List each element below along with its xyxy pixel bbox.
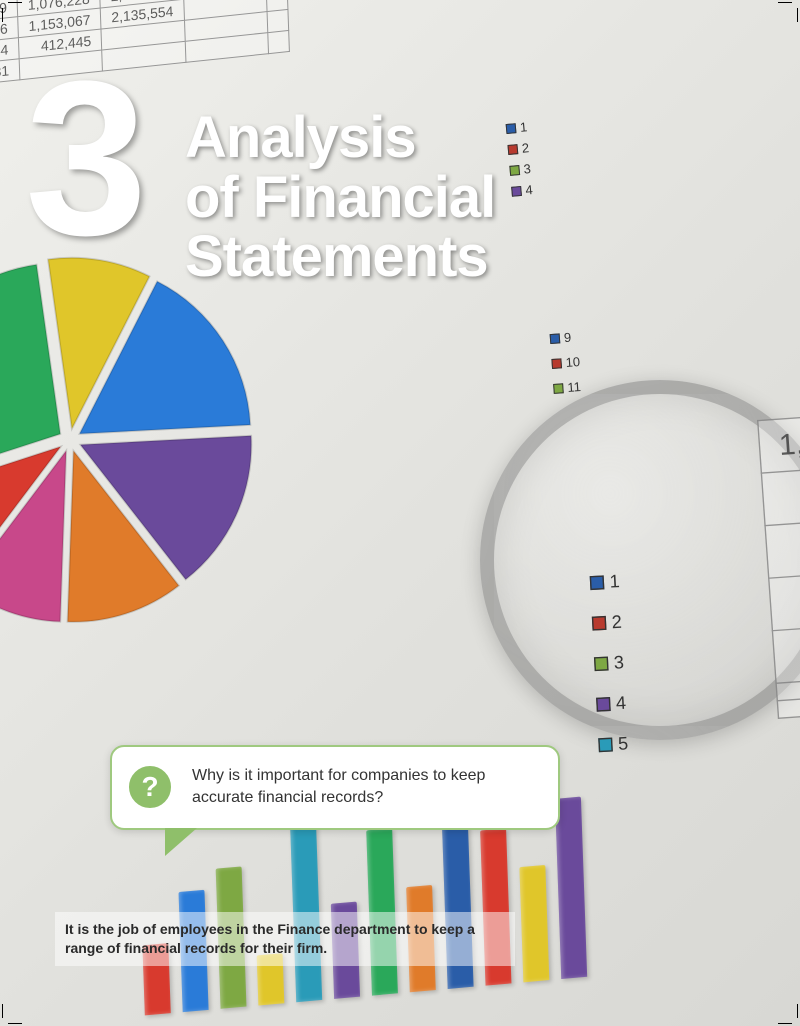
- crop-mark: [2, 2, 22, 22]
- pie-chart: [0, 225, 285, 654]
- callout-box: ? Why is it important for companies to k…: [110, 745, 560, 830]
- title-line-2: of Financial: [185, 168, 495, 228]
- question-callout: ? Why is it important for companies to k…: [110, 745, 560, 830]
- question-icon: ?: [126, 763, 174, 811]
- page: 2,1802,471,4354,0891,076,2282,369,0832,3…: [0, 0, 800, 1026]
- callout-text: Why is it important for companies to kee…: [192, 765, 536, 810]
- crop-mark: [778, 2, 798, 22]
- chapter-title: Analysis of Financial Statements: [185, 108, 495, 287]
- callout-tail: [165, 828, 197, 856]
- legend-top: 1234: [505, 119, 533, 205]
- title-line-3: Statements: [185, 227, 495, 287]
- magnifying-glass: [480, 380, 800, 740]
- crop-mark: [2, 1004, 22, 1024]
- crop-mark: [778, 1004, 798, 1024]
- bottom-caption: It is the job of employees in the Financ…: [55, 912, 515, 966]
- title-line-1: Analysis: [185, 108, 495, 168]
- legend-mid: 91011: [549, 329, 583, 406]
- chapter-number: 3: [25, 70, 137, 246]
